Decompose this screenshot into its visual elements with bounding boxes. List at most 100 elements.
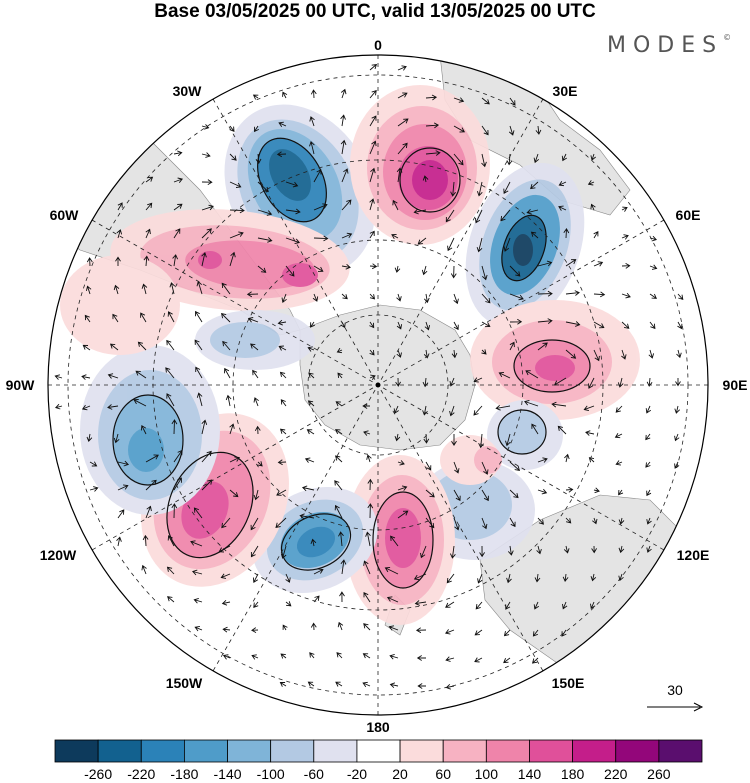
colorbar-swatch	[658, 739, 703, 763]
wind-arrow	[424, 321, 431, 331]
wind-arrow	[618, 517, 625, 525]
wind-arrow	[394, 265, 401, 273]
wind-arrow	[145, 479, 157, 491]
shade-level-4a	[282, 263, 318, 287]
wind-arrow	[135, 370, 147, 379]
wind-arrow	[593, 291, 606, 298]
colorbar-swatch	[313, 739, 358, 763]
wind-arrow	[137, 341, 147, 351]
wind-arrow	[590, 203, 596, 211]
wind-arrow	[143, 255, 150, 267]
wind-arrow	[250, 517, 259, 531]
contour-9	[497, 409, 547, 455]
wind-arrow	[648, 349, 655, 359]
wind-arrow	[481, 321, 491, 328]
wind-arrow	[389, 682, 399, 689]
wind-arrow	[173, 449, 183, 463]
lon-label-60e: 60E	[676, 207, 701, 223]
wind-arrow	[593, 230, 599, 239]
wind-arrow	[676, 349, 682, 359]
wind-arrow	[257, 265, 267, 273]
wind-arrow	[503, 629, 511, 637]
wind-arrow	[593, 349, 600, 362]
wind-arrow	[363, 430, 371, 436]
wind-arrow	[537, 260, 553, 267]
reference-vector-head	[693, 702, 704, 712]
shade-level-5	[513, 234, 533, 266]
wind-arrow	[397, 485, 408, 491]
wind-arrow	[362, 681, 371, 688]
wind-arrow	[278, 121, 287, 127]
wind-arrow	[621, 349, 627, 360]
wind-arrow	[397, 510, 409, 519]
wind-arrow	[449, 405, 455, 417]
wind-arrow	[677, 293, 684, 301]
wind-arrow	[453, 321, 459, 331]
anomaly-field	[60, 85, 640, 625]
shade-level-4	[296, 526, 336, 558]
wind-arrow	[310, 321, 315, 328]
wind-arrow	[396, 293, 402, 302]
wind-arrow	[89, 486, 99, 492]
wind-arrow	[390, 535, 399, 547]
wind-arrow	[481, 517, 488, 530]
wind-arrow	[453, 517, 460, 531]
wind-arrow	[453, 461, 460, 474]
wind-arrow	[498, 371, 511, 379]
wind-arrow	[201, 251, 207, 267]
wind-arrow	[112, 313, 119, 323]
wind-arrow	[531, 423, 539, 435]
colorbar-swatch	[529, 739, 574, 763]
wind-arrow	[369, 89, 377, 99]
colorbar-swatch	[183, 739, 228, 763]
wind-arrow	[369, 293, 376, 300]
wind-arrow	[509, 489, 519, 499]
wind-arrow	[254, 125, 259, 133]
wind-arrow	[509, 318, 523, 325]
wind-arrow	[169, 282, 176, 295]
colorbar-swatch	[270, 739, 315, 763]
wind-arrow	[115, 256, 121, 266]
lon-label-180: 180	[366, 719, 390, 735]
wind-arrow	[335, 681, 343, 687]
wind-arrow	[621, 263, 631, 269]
wind-arrow	[481, 489, 489, 502]
wind-arrow	[285, 181, 299, 188]
wind-arrow	[536, 545, 542, 555]
wind-arrow	[422, 405, 428, 416]
wind-arrow	[649, 293, 658, 299]
wind-arrow	[474, 209, 483, 224]
wind-arrow	[117, 460, 130, 467]
wind-arrow	[503, 181, 511, 195]
wind-arrow	[279, 371, 287, 379]
wind-arrow	[173, 150, 183, 157]
wind-arrow	[340, 88, 347, 99]
wind-arrow	[285, 237, 300, 245]
wind-arrow	[537, 517, 544, 525]
wind-arrow	[310, 622, 317, 631]
wind-arrow	[229, 251, 236, 267]
colorbar-tick-label: -180	[170, 766, 198, 782]
wind-arrow	[558, 205, 567, 211]
wind-arrow	[229, 456, 240, 463]
colorbar-swatch	[399, 739, 444, 763]
wind-arrow	[590, 573, 597, 582]
lon-label-60w: 60W	[50, 207, 80, 223]
wind-arrow	[425, 94, 438, 101]
wind-arrow	[391, 233, 399, 240]
lon-label-120w: 120W	[40, 547, 77, 563]
colorbar-tick-label: 140	[518, 766, 542, 782]
wind-arrow	[530, 231, 539, 239]
anomaly-positive-south-atlantic	[350, 85, 490, 245]
wind-arrow	[196, 392, 203, 407]
wind-arrow	[590, 153, 596, 161]
map-border	[47, 54, 709, 716]
wind-arrow	[257, 181, 269, 193]
wind-arrow	[422, 175, 429, 183]
anomaly-negative-amundsen-sea	[195, 310, 315, 370]
wind-arrow	[414, 600, 427, 606]
wind-arrow	[417, 683, 426, 689]
wind-arrow	[201, 179, 213, 185]
wind-arrow	[534, 573, 541, 583]
